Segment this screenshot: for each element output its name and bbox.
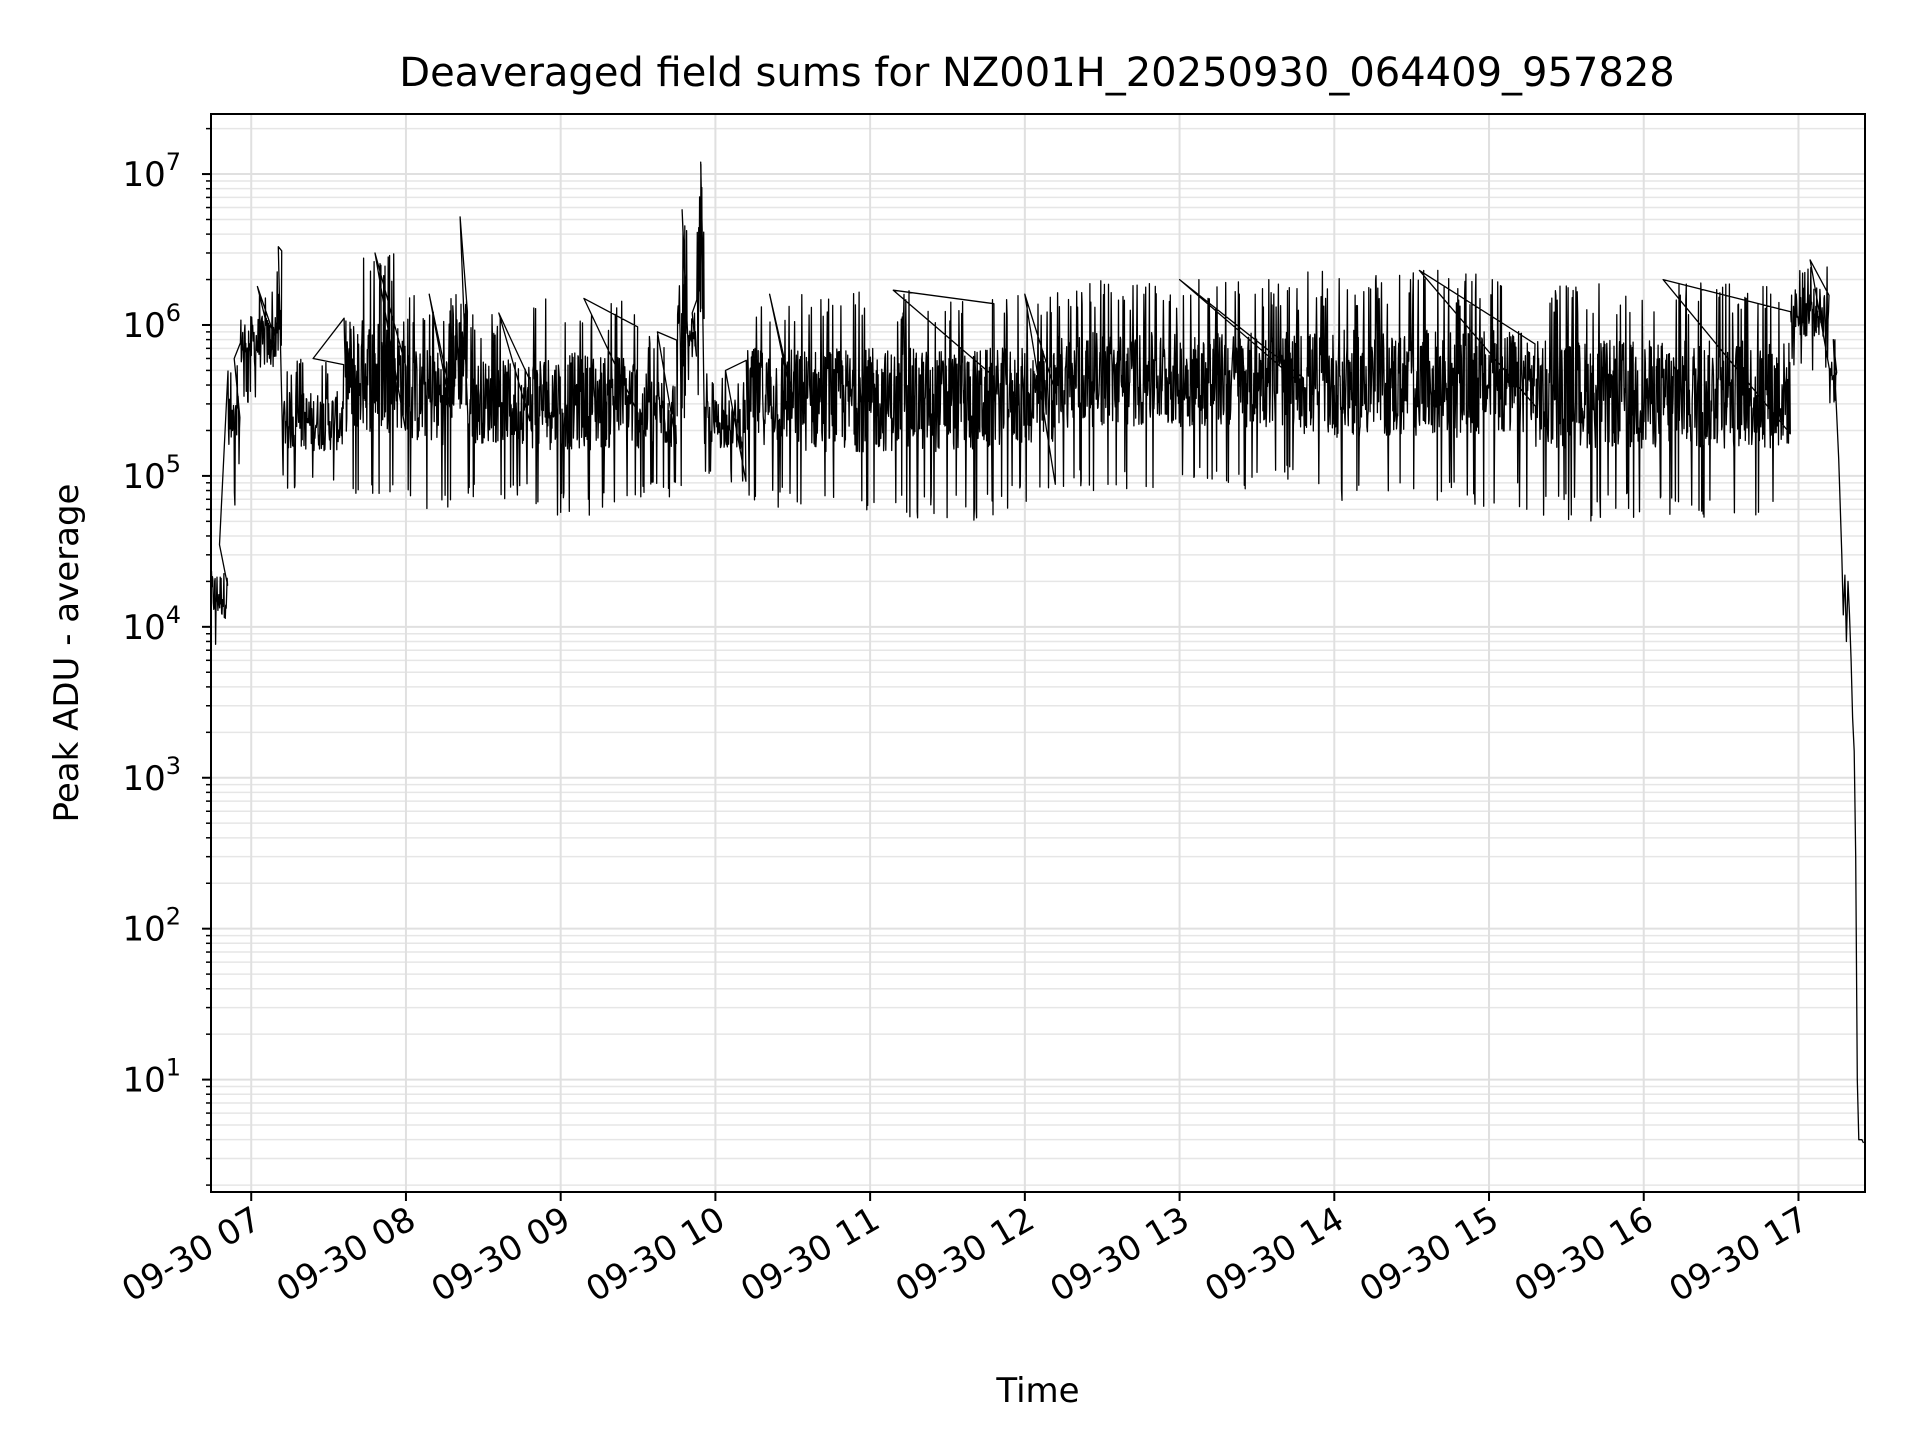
y-axis-label: Peak ADU - average (47, 484, 87, 823)
data-series-line (210, 161, 1865, 1144)
major-gridlines (211, 114, 1865, 1192)
plot-area-frame (210, 113, 1866, 1193)
chart-title: Deaveraged field sums for NZ001H_2025093… (399, 50, 1674, 96)
minor-gridlines (211, 127, 1865, 1186)
x-axis-label: Time (995, 1371, 1079, 1411)
